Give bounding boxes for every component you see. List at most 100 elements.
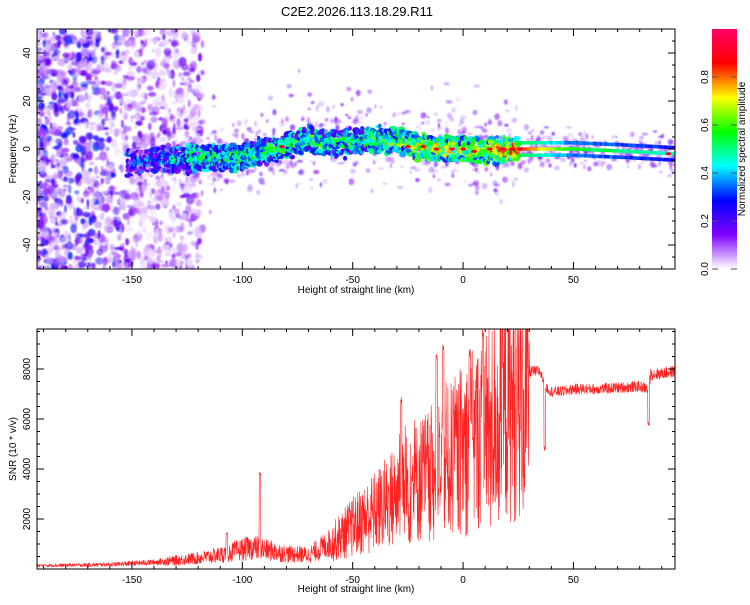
spectrogram-y-tick-label: 20 [22, 95, 33, 107]
halo-blob [436, 118, 442, 123]
noise-blob [94, 76, 98, 80]
noise-blob [115, 146, 120, 157]
noise-blob [80, 48, 87, 57]
noise-blob [172, 185, 176, 195]
noise-blob [51, 203, 61, 209]
noise-blob [127, 127, 131, 132]
noise-blob [43, 241, 50, 246]
noise-blob [186, 37, 191, 47]
halo-blob [216, 173, 223, 178]
halo-blob [229, 179, 236, 183]
snr-x-tick-label: -100 [232, 575, 252, 586]
noise-blob [44, 174, 53, 181]
noise-blob [72, 75, 78, 83]
halo-blob [211, 130, 217, 135]
noise-blob [131, 101, 140, 110]
noise-blob [100, 80, 106, 85]
halo-blob [149, 188, 152, 191]
colorbar: 0.00.20.40.60.8 Normalized spectral ampl… [700, 29, 748, 276]
noise-blob [73, 140, 79, 145]
halo-blob [523, 167, 530, 173]
halo-blob [285, 116, 289, 123]
noise-blob [172, 79, 176, 88]
noise-blob [40, 109, 44, 116]
halo-blob [520, 160, 527, 164]
noise-blob [113, 69, 118, 76]
halo-blob [483, 129, 488, 133]
noise-blob [190, 47, 198, 55]
noise-blob [72, 39, 78, 44]
halo-blob [281, 118, 284, 124]
noise-blob [78, 209, 81, 215]
noise-blob [117, 234, 122, 241]
noise-blob [157, 138, 165, 146]
halo-blob [472, 168, 476, 172]
halo-blob [497, 120, 503, 127]
halo-blob [197, 129, 201, 134]
noise-blob [39, 114, 43, 122]
noise-blob [37, 41, 41, 46]
halo-blob [604, 139, 607, 142]
noise-blob [58, 149, 61, 155]
halo-blob [272, 162, 275, 167]
noise-blob [68, 263, 73, 269]
halo-blob [174, 208, 180, 215]
figure-title: C2E2.2026.113.18.29.R11 [281, 4, 433, 19]
halo-blob [484, 122, 487, 127]
noise-blob [111, 112, 117, 121]
noise-blob [37, 36, 42, 41]
noise-blob [159, 106, 166, 110]
noise-blob [52, 82, 58, 89]
halo-blob [475, 171, 480, 174]
halo-blob [421, 121, 425, 125]
halo-blob [337, 119, 342, 124]
noise-blob [49, 220, 56, 224]
halo-blob [551, 131, 555, 136]
halo-blob [467, 183, 473, 187]
halo-blob [360, 115, 364, 121]
noise-blob [37, 121, 41, 130]
halo-blob [256, 189, 260, 195]
noise-blob [136, 81, 142, 91]
halo-blob [306, 117, 310, 124]
halo-blob [570, 156, 575, 164]
noise-blob [195, 259, 201, 264]
colorbar-tick-label: 0.2 [700, 214, 711, 228]
halo-blob [579, 162, 585, 165]
halo-blob [396, 112, 401, 116]
noise-blob [131, 141, 137, 150]
halo-blob [531, 129, 535, 132]
halo-blob [301, 115, 305, 121]
noise-blob [150, 116, 158, 123]
noise-blob [180, 212, 188, 220]
noise-blob [113, 216, 121, 224]
halo-blob [529, 156, 535, 161]
halo-blob [638, 163, 641, 170]
halo-blob [335, 124, 340, 131]
noise-blob [37, 168, 45, 171]
noise-blob [182, 71, 191, 77]
halo-blob [247, 183, 253, 190]
halo-blob [272, 109, 277, 116]
halo-blob [161, 186, 164, 192]
noise-blob [78, 135, 87, 143]
halo-blob [526, 131, 531, 134]
halo-blob [443, 82, 450, 86]
halo-blob [502, 176, 508, 183]
halo-blob [297, 182, 302, 185]
halo-blob [355, 89, 361, 97]
halo-blob [433, 161, 438, 168]
halo-blob [149, 191, 153, 199]
spectrogram-x-tick-label: -150 [122, 275, 142, 286]
halo-blob [437, 133, 443, 137]
halo-blob [458, 123, 462, 128]
halo-blob [397, 186, 403, 189]
halo-blob [585, 133, 589, 140]
noise-blob [140, 39, 144, 45]
noise-blob [138, 77, 145, 80]
halo-blob [258, 129, 261, 134]
noise-blob [74, 212, 79, 222]
halo-blob [506, 127, 512, 132]
halo-blob [210, 182, 216, 187]
